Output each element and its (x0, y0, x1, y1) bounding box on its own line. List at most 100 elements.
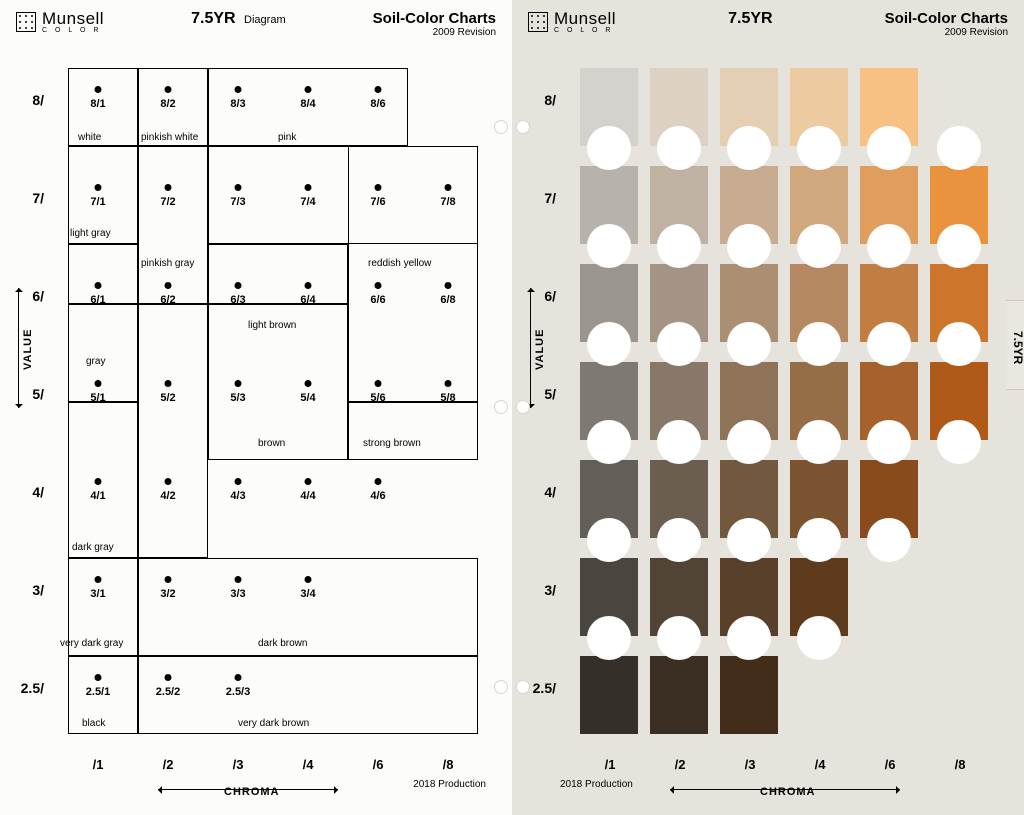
hue-code: 7.5YR (191, 10, 235, 27)
diagram-cell: 5/3 (208, 362, 268, 440)
sample-hole-icon (587, 322, 631, 366)
binder-hole-icon (494, 680, 508, 694)
title-block: Soil-Color Charts 2009 Revision (373, 10, 496, 38)
color-swatch (650, 656, 708, 734)
chroma-col-label: /1 (580, 757, 640, 772)
header-right: Munsell C O L O R 7.5YR Soil-Color Chart… (524, 10, 1012, 50)
munsell-code: 2.5/2 (138, 686, 198, 698)
binder-hole-icon (494, 400, 508, 414)
brand-logo-icon (16, 12, 36, 32)
brand-name: Munsell (554, 10, 616, 27)
title-block: Soil-Color Charts 2009 Revision (885, 10, 1008, 38)
munsell-code: 6/3 (208, 294, 268, 306)
sample-hole-icon (657, 322, 701, 366)
diagram-cell: 7/3 (208, 166, 268, 244)
sample-hole-icon (797, 224, 841, 268)
value-row-label: 5/ (4, 386, 44, 402)
brand-block: Munsell C O L O R (528, 10, 616, 34)
sample-hole-icon (937, 126, 981, 170)
sample-hole-icon (587, 616, 631, 660)
revision: 2009 Revision (373, 27, 496, 38)
sample-dot-icon (375, 86, 382, 93)
sample-hole-icon (797, 420, 841, 464)
sample-dot-icon (305, 184, 312, 191)
value-row-label: 6/ (516, 288, 556, 304)
munsell-code: 5/3 (208, 392, 268, 404)
sample-dot-icon (445, 282, 452, 289)
sample-dot-icon (95, 282, 102, 289)
sample-dot-icon (235, 184, 242, 191)
munsell-code: 5/2 (138, 392, 198, 404)
binder-hole-icon (516, 680, 530, 694)
sample-dot-icon (305, 576, 312, 583)
munsell-code: 6/1 (68, 294, 128, 306)
sample-hole-icon (937, 420, 981, 464)
color-swatch (580, 656, 638, 734)
diagram-cell: 3/1 (68, 558, 128, 636)
sample-hole-icon (587, 420, 631, 464)
diagram-cell: 8/1 (68, 68, 128, 146)
value-row-label: 8/ (516, 92, 556, 108)
sample-dot-icon (305, 380, 312, 387)
munsell-code: 7/4 (278, 196, 338, 208)
sample-hole-icon (867, 518, 911, 562)
sample-hole-icon (867, 322, 911, 366)
sample-hole-icon (727, 616, 771, 660)
sample-dot-icon (375, 282, 382, 289)
diagram-cell: 7/1 (68, 166, 128, 244)
chroma-col-label: /2 (138, 757, 198, 772)
color-name-label: very dark gray (60, 638, 123, 649)
chart-title: Soil-Color Charts (885, 10, 1008, 27)
diagram-cell: 6/8 (418, 264, 478, 342)
diagram-cell: 7/4 (278, 166, 338, 244)
sample-dot-icon (235, 380, 242, 387)
chroma-col-label: /2 (650, 757, 710, 772)
diagram-cell: 2.5/3 (208, 656, 268, 734)
diagram-cell: 8/6 (348, 68, 408, 146)
sample-dot-icon (305, 86, 312, 93)
binder-hole-icon (516, 120, 530, 134)
value-axis-title: VALUE (22, 329, 34, 370)
color-swatch (720, 656, 778, 734)
sample-hole-icon (797, 322, 841, 366)
munsell-code: 7/2 (138, 196, 198, 208)
sample-hole-icon (797, 616, 841, 660)
munsell-code: 3/1 (68, 588, 128, 600)
diagram-cell: 6/6 (348, 264, 408, 342)
chroma-col-label: /6 (348, 757, 408, 772)
brand-sub: C O L O R (42, 27, 104, 34)
munsell-code: 5/1 (68, 392, 128, 404)
chroma-axis-title: CHROMA (224, 786, 280, 798)
sample-hole-icon (867, 224, 911, 268)
munsell-code: 4/4 (278, 490, 338, 502)
sample-dot-icon (95, 86, 102, 93)
sample-hole-icon (937, 322, 981, 366)
munsell-code: 3/4 (278, 588, 338, 600)
sample-hole-icon (587, 126, 631, 170)
sample-dot-icon (375, 184, 382, 191)
production-note-left: 2018 Production (413, 779, 486, 790)
value-row-label: 8/ (4, 92, 44, 108)
diagram-cell: 6/2 (138, 264, 198, 342)
value-row-label: 3/ (4, 582, 44, 598)
sample-dot-icon (235, 86, 242, 93)
sample-dot-icon (95, 576, 102, 583)
munsell-code: 4/2 (138, 490, 198, 502)
diagram-cell: 8/2 (138, 68, 198, 146)
hue-heading: 7.5YR Diagram (191, 10, 286, 28)
munsell-code: 8/3 (208, 98, 268, 110)
munsell-code: 7/3 (208, 196, 268, 208)
sample-dot-icon (235, 674, 242, 681)
value-row-label: 7/ (516, 190, 556, 206)
chroma-col-label: /6 (860, 757, 920, 772)
sample-dot-icon (375, 478, 382, 485)
sample-dot-icon (375, 380, 382, 387)
munsell-code: 4/3 (208, 490, 268, 502)
sample-dot-icon (95, 380, 102, 387)
chroma-col-label: /3 (208, 757, 268, 772)
sample-dot-icon (165, 380, 172, 387)
diagram-cell: 3/2 (138, 558, 198, 636)
diagram-word: Diagram (244, 14, 286, 26)
munsell-code: 3/2 (138, 588, 198, 600)
sample-dot-icon (305, 478, 312, 485)
